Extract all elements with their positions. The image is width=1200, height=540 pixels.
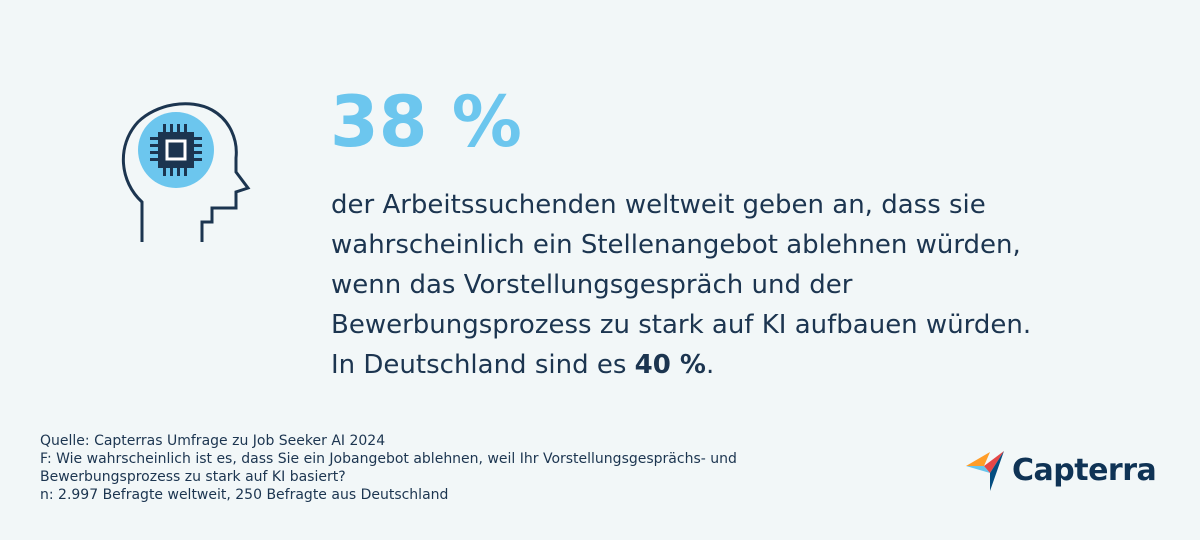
description-line: Bewerbungsprozess zu stark auf KI aufbau… <box>331 310 1032 340</box>
germany-line: In Deutschland sind es 40 %. <box>331 345 1151 385</box>
question-line: F: Wie wahrscheinlich ist es, dass Sie e… <box>40 451 737 467</box>
sample-size-line: n: 2.997 Befragte weltweit, 250 Befragte… <box>40 487 449 503</box>
germany-suffix: . <box>705 350 715 380</box>
capterra-logo: Capterra <box>964 448 1157 492</box>
source-note: Quelle: Capterras Umfrage zu Job Seeker … <box>40 432 840 504</box>
head-ai-chip-icon <box>108 94 268 254</box>
germany-value: 40 % <box>634 350 706 380</box>
headline-stat: 38 % <box>330 81 522 163</box>
capterra-wordmark: Capterra <box>1012 452 1157 488</box>
source-line: Quelle: Capterras Umfrage zu Job Seeker … <box>40 433 386 449</box>
description-line: wahrscheinlich ein Stellenangebot ablehn… <box>331 230 1021 260</box>
capterra-arrow-icon <box>966 451 1004 491</box>
description-line: wenn das Vorstellungsgespräch und der <box>331 270 853 300</box>
stat-description: der Arbeitssuchenden weltweit geben an, … <box>331 185 1151 385</box>
germany-prefix: In Deutschland sind es <box>331 350 635 380</box>
description-line: der Arbeitssuchenden weltweit geben an, … <box>331 190 986 220</box>
question-line-cont: Bewerbungsprozess zu stark auf KI basier… <box>40 469 346 485</box>
